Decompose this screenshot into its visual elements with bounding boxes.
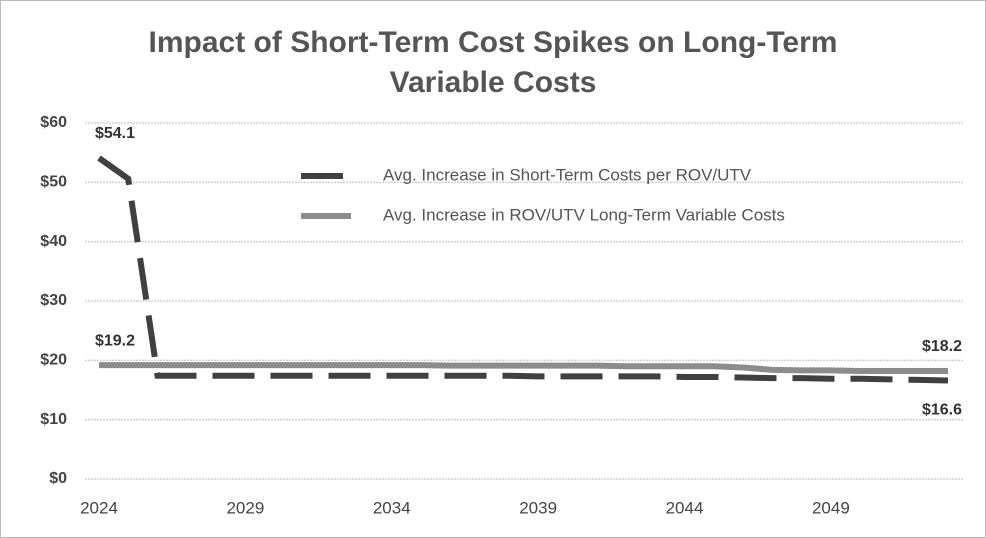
x-tick-label: 2049 xyxy=(812,498,850,517)
y-tick-label: $10 xyxy=(40,411,67,428)
x-tick-label: 2029 xyxy=(226,498,264,517)
data-label: $18.2 xyxy=(922,338,962,355)
y-tick-label: $20 xyxy=(40,352,67,369)
series-line xyxy=(99,362,948,375)
x-tick-label: 2034 xyxy=(373,498,411,517)
series-line xyxy=(97,155,949,384)
y-tick-label: $0 xyxy=(49,470,67,487)
data-label: $19.2 xyxy=(95,332,135,349)
y-tick-label: $30 xyxy=(40,292,67,309)
legend-label: Avg. Increase in Short-Term Costs per RO… xyxy=(383,165,752,184)
y-tick-label: $50 xyxy=(40,174,67,191)
y-tick-label: $40 xyxy=(40,233,67,250)
data-label: $54.1 xyxy=(95,125,135,142)
legend-label: Avg. Increase in ROV/UTV Long-Term Varia… xyxy=(383,205,785,224)
data-label: $16.6 xyxy=(922,402,962,419)
x-tick-label: 2044 xyxy=(666,498,704,517)
x-tick-label: 2024 xyxy=(80,498,118,517)
x-tick-label: 2039 xyxy=(519,498,557,517)
y-tick-label: $60 xyxy=(40,114,67,131)
chart-title: Impact of Short-Term Cost Spikes on Long… xyxy=(148,26,838,99)
